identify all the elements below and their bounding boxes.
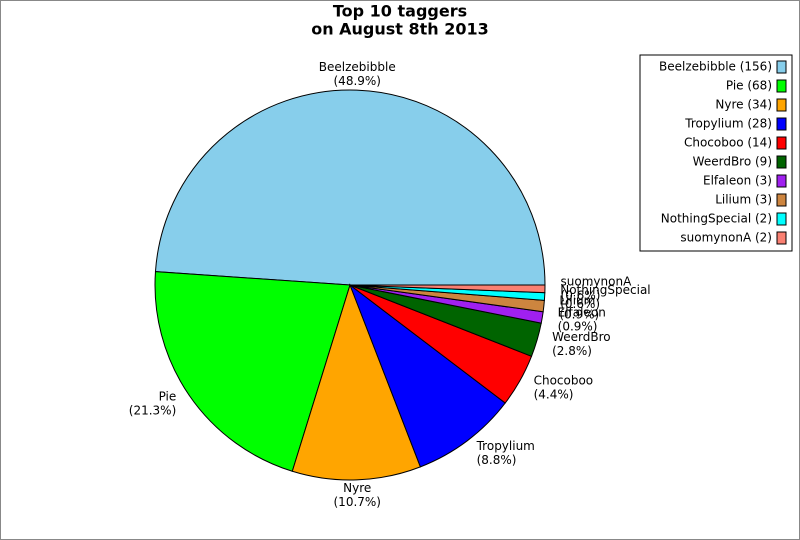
legend-label: Lilium (3) <box>715 193 772 207</box>
slice-label: Pie <box>159 390 177 404</box>
legend-swatch <box>776 79 787 93</box>
legend-swatch <box>776 193 787 207</box>
legend-swatch <box>776 117 787 131</box>
slice-label: suomynonA <box>561 275 633 289</box>
legend-swatch <box>776 212 787 226</box>
legend-swatch <box>776 174 787 188</box>
legend-swatch <box>776 98 787 112</box>
slice-label: Chocoboo <box>534 374 594 388</box>
legend-label: Elfaleon (3) <box>703 174 772 188</box>
pie-slice <box>154 89 546 286</box>
legend-label: Tropylium (28) <box>684 117 772 131</box>
legend-swatch <box>776 60 787 74</box>
slice-label: Beelzebibble <box>319 60 396 74</box>
legend-label: Chocoboo (14) <box>684 136 772 150</box>
slice-percent: (21.3%) <box>129 404 176 418</box>
slice-percent: (10.7%) <box>334 495 381 509</box>
legend-swatch <box>776 136 787 150</box>
legend-label: suomynonA (2) <box>680 231 772 245</box>
slice-percent: (8.8%) <box>477 453 517 467</box>
slice-percent: (0.6%) <box>561 289 601 303</box>
slice-label: Tropylium <box>476 439 535 453</box>
slice-label: WeerdBro <box>552 330 611 344</box>
legend-label: Pie (68) <box>726 79 772 93</box>
pie-slice <box>291 283 422 481</box>
legend-swatch <box>776 155 787 169</box>
pie-slice <box>348 283 506 468</box>
slice-percent: (0.6%) <box>560 297 600 311</box>
slice-label: NothingSpecial <box>560 283 650 297</box>
chart-title: on August 8th 2013 <box>311 20 489 39</box>
pie-slice <box>154 271 351 472</box>
slice-percent: (0.9%) <box>559 307 599 321</box>
legend-box <box>639 54 793 252</box>
pie-slice <box>349 284 546 294</box>
slice-percent: (0.9%) <box>558 320 598 334</box>
legend-label: Nyre (34) <box>715 98 772 112</box>
slice-label: Lilium <box>559 293 595 307</box>
legend-label: WeerdBro (9) <box>693 155 772 169</box>
slice-label: Elfaleon <box>558 306 606 320</box>
slice-percent: (48.9%) <box>334 74 381 88</box>
chart-title: Top 10 taggers <box>333 2 467 21</box>
slice-label: Nyre <box>343 481 371 495</box>
legend-label: Beelzebibble (156) <box>659 60 772 74</box>
legend-swatch <box>776 231 787 245</box>
slice-percent: (2.8%) <box>552 344 592 358</box>
legend-label: NothingSpecial (2) <box>661 212 772 226</box>
slice-percent: (4.4%) <box>534 388 574 402</box>
